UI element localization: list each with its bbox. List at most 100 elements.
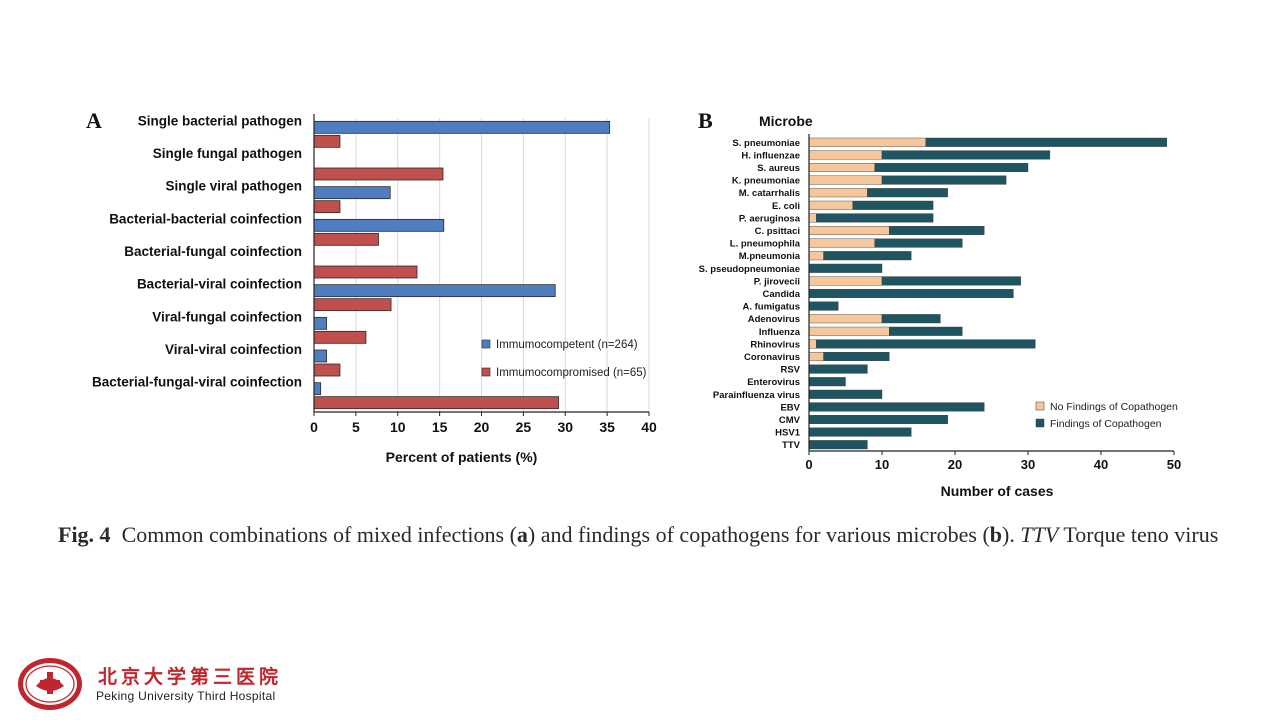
- caption-a: a: [516, 522, 528, 547]
- chart-a-bar: [313, 284, 556, 298]
- chart-b-bar-segment: [808, 440, 868, 450]
- chart-a-category-label: Bacterial-viral coinfection: [137, 277, 302, 292]
- chart-b-legend-label: Findings of Copathogen: [1050, 418, 1162, 430]
- chart-b-bar-segment: [808, 377, 846, 387]
- chart-b-bar-segment: [889, 326, 963, 336]
- chart-a-bar: [313, 120, 611, 134]
- chart-a-x-tick-label: 15: [432, 419, 448, 435]
- chart-b-bar-segment: [881, 314, 941, 324]
- chart-a-bar: [313, 134, 341, 148]
- chart-b-legend-swatch: [1035, 418, 1045, 428]
- chart-b-category-label: Influenza: [759, 327, 801, 338]
- chart-a-bar: [313, 265, 418, 279]
- chart-a-x-tick-label: 0: [310, 419, 318, 435]
- chart-b-category-label: L. pneumophila: [730, 239, 801, 250]
- caption-text-3: ).: [1002, 522, 1021, 547]
- chart-b-bar-segment: [808, 389, 883, 399]
- chart-b-bar-segment: [808, 238, 875, 248]
- hospital-name-en: Peking University Third Hospital: [96, 689, 276, 703]
- chart-b-bar-segment: [808, 351, 824, 361]
- chart-b-bar-segment: [808, 188, 868, 198]
- chart-a-x-tick-label: 10: [390, 419, 406, 435]
- chart-b-x-tick-label: 20: [948, 457, 962, 472]
- chart-a-x-tick-label: 35: [599, 419, 615, 435]
- chart-b-category-label: H. influenzae: [741, 150, 800, 161]
- chart-b-bar-segment: [808, 314, 883, 324]
- chart-b-bar-segment: [808, 402, 985, 412]
- chart-b-bar-segment: [881, 175, 1007, 185]
- chart-b-category-label: Rhinovirus: [750, 339, 800, 350]
- caption-text-1: Common combinations of mixed infections …: [121, 522, 517, 547]
- chart-b-category-label: M.pneumonia: [739, 251, 801, 262]
- figure-caption: Fig. 4 Common combinations of mixed infe…: [58, 520, 1228, 549]
- chart-b-category-label: C. psittaci: [755, 226, 800, 237]
- chart-a-category-label: Single fungal pathogen: [153, 146, 302, 161]
- chart-b-category-label: Coronavirus: [744, 352, 800, 363]
- panel-b-letter: B: [698, 108, 713, 133]
- chart-b-category-label: S. aureus: [757, 163, 800, 174]
- chart-b-bar-segment: [808, 213, 817, 223]
- chart-b-category-label: Adenovirus: [748, 314, 800, 325]
- caption-fig-label: Fig. 4: [58, 522, 111, 547]
- chart-b-x-tick-label: 10: [875, 457, 889, 472]
- chart-b-bar-segment: [808, 263, 883, 273]
- hospital-name-cn: 北京大学第三医院: [98, 666, 283, 688]
- chart-b-bar-segment: [808, 175, 883, 185]
- chart-b-category-label: Parainfluenza virus: [713, 390, 800, 401]
- chart-b-title: Microbe: [759, 113, 813, 129]
- chart-b-bar-segment: [808, 150, 883, 160]
- chart-b-bar-segment: [881, 276, 1021, 286]
- chart-a-bar: [313, 396, 559, 410]
- chart-a-legend-swatch: [481, 339, 491, 349]
- chart-b-bar-segment: [808, 326, 890, 336]
- chart-a-category-label: Single bacterial pathogen: [138, 113, 302, 128]
- chart-b-legend-swatch: [1035, 401, 1045, 411]
- caption-ttv: TTV: [1020, 522, 1059, 547]
- hospital-logo: 北京大学第三医院 Peking University Third Hospita…: [16, 656, 316, 712]
- chart-a-bar: [313, 349, 327, 363]
- chart-b-category-label: S. pneumoniae: [732, 138, 800, 149]
- chart-a-bar: [313, 218, 445, 232]
- chart-a-legend-label: Immumocompetent (n=264): [496, 339, 638, 351]
- chart-b-category-label: P. jirovecii: [754, 276, 800, 287]
- chart-b-legend-label: No Findings of Copathogen: [1050, 401, 1178, 413]
- chart-a-bar: [313, 232, 379, 246]
- caption-text-2: ) and findings of copathogens for variou…: [527, 522, 990, 547]
- chart-b-bar-segment: [867, 188, 948, 198]
- chart-b-bar-segment: [816, 339, 1036, 349]
- chart-b-bar-segment: [808, 288, 1014, 298]
- chart-a-x-tick-label: 5: [352, 419, 360, 435]
- chart-b-category-label: CMV: [779, 415, 801, 426]
- chart-b-category-label: Candida: [763, 289, 801, 300]
- chart-a-bar: [313, 330, 367, 344]
- chart-a-category-label: Bacterial-fungal coinfection: [124, 244, 302, 259]
- chart-a-bar: [313, 382, 322, 396]
- chart-a-x-axis-label: Percent of patients (%): [386, 449, 538, 465]
- chart-b-category-label: Enterovirus: [747, 377, 800, 388]
- panel-a-letter: A: [86, 108, 102, 133]
- chart-b-bar-segment: [874, 238, 963, 248]
- caption-text-4: Torque teno virus: [1058, 522, 1219, 547]
- chart-b-bar-segment: [852, 200, 934, 210]
- chart-b-category-label: K. pneumoniae: [732, 176, 800, 187]
- chart-b-bar-segment: [808, 415, 948, 425]
- chart-b-category-label: EBV: [780, 402, 800, 413]
- chart-b-category-label: TTV: [782, 440, 801, 451]
- chart-b-bar-segment: [808, 339, 817, 349]
- chart-b-bar-segment: [808, 225, 890, 235]
- chart-a-category-label: Single viral pathogen: [165, 179, 302, 194]
- chart-a-legend-label: Immumocompromised (n=65): [496, 367, 647, 379]
- chart-b-bar-segment: [808, 251, 824, 261]
- chart-b-category-label: P. aeruginosa: [739, 213, 801, 224]
- chart-a-bar: [313, 363, 341, 377]
- chart-a-category-label: Viral-viral coinfection: [165, 342, 302, 357]
- chart-a-mixed-infections: Single bacterial pathogen Single fungal p…: [92, 113, 657, 465]
- chart-a-bar: [313, 186, 391, 200]
- chart-b-bar-segment: [808, 301, 839, 311]
- hospital-seal-icon: [18, 658, 82, 710]
- chart-b-bar-segment: [925, 137, 1167, 147]
- chart-b-x-tick-label: 40: [1094, 457, 1108, 472]
- chart-b-bar-segment: [808, 200, 853, 210]
- chart-b-bar-segment: [808, 163, 875, 173]
- chart-a-category-label: Bacterial-fungal-viral coinfection: [92, 375, 302, 390]
